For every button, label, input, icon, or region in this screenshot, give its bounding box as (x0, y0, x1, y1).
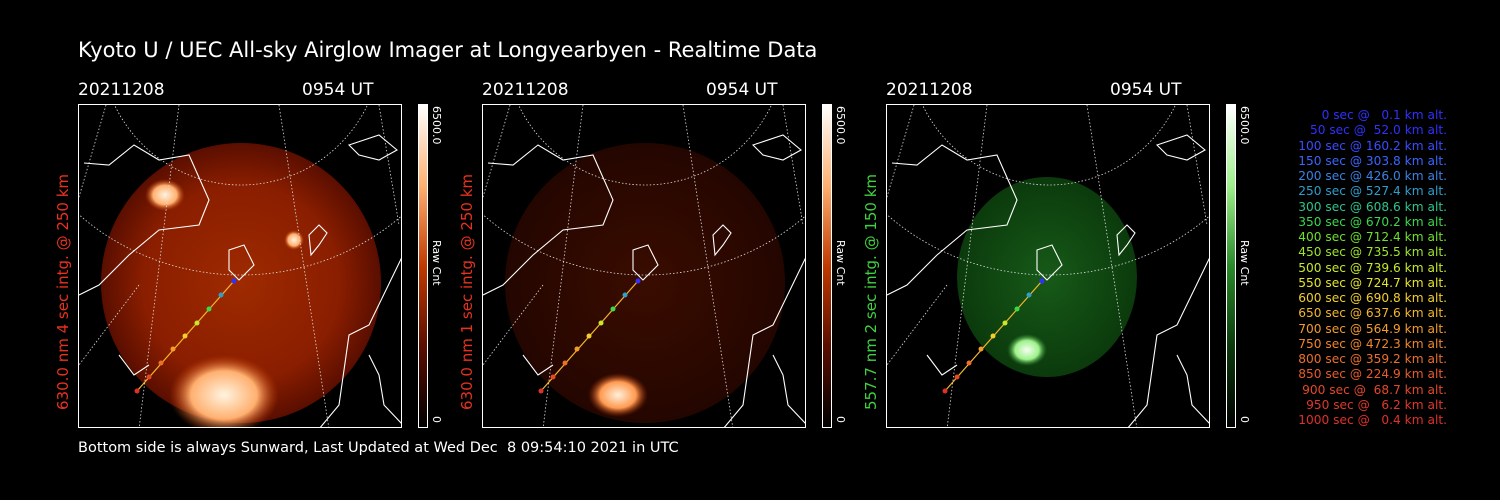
bright-patch (169, 355, 279, 427)
legend-item: 350 sec @ 670.2 km alt. (1298, 214, 1447, 229)
legend-item: 500 sec @ 739.6 km alt. (1298, 260, 1447, 275)
legend-item: 100 sec @ 160.2 km alt. (1298, 138, 1447, 153)
legend-item: 0 sec @ 0.1 km alt. (1321, 108, 1447, 122)
allsky-map-svg (887, 105, 1209, 427)
legend-item: 200 sec @ 426.0 km alt. (1298, 169, 1447, 183)
legend-item: 800 sec @ 359.2 km alt. (1298, 352, 1447, 366)
legend-item: 450 sec @ 735.5 km alt. (1298, 245, 1447, 260)
legend-item: 400 sec @ 712.4 km alt. (1298, 230, 1447, 244)
colorbar-min: 0 (430, 416, 443, 423)
legend-item: 1000 sec @ 0.4 km alt. (1298, 413, 1447, 427)
legend-item: 950 sec @ 6.2 km alt. (1306, 397, 1447, 412)
bright-patch (588, 373, 648, 417)
allsky-image (886, 104, 1210, 428)
legend-item: 900 sec @ 68.7 km alt. (1302, 382, 1447, 397)
bright-patch (145, 179, 185, 211)
panel-time: 0954 UT (1110, 80, 1182, 100)
colorbar (822, 104, 832, 428)
panel-time: 0954 UT (302, 80, 374, 100)
allsky-map-svg (79, 105, 401, 427)
altitude-legend: 0 sec @ 0.1 km alt. 50 sec @ 52.0 km alt… (1262, 108, 1447, 428)
allsky-image (482, 104, 806, 428)
panel-side-label: 630.0 nm 1 sec intg. @ 250 km (458, 173, 476, 410)
legend-item: 250 sec @ 527.4 km alt. (1298, 184, 1447, 199)
colorbar-max: 6500.0 (834, 106, 847, 145)
panel-side-label: 630.0 nm 4 sec intg. @ 250 km (54, 173, 72, 410)
colorbar-max: 6500.0 (430, 106, 443, 145)
bright-patch (1007, 334, 1047, 366)
allsky-map-svg (483, 105, 805, 427)
colorbar-min: 0 (834, 416, 847, 423)
bright-patch (284, 230, 304, 250)
colorbar-label: Raw Cnt (1238, 240, 1251, 286)
panel-time: 0954 UT (706, 80, 778, 100)
allsky-image (78, 104, 402, 428)
panel-date: 20211208 (482, 80, 569, 100)
colorbar (1226, 104, 1236, 428)
legend-item: 750 sec @ 472.3 km alt. (1298, 336, 1447, 351)
airglow-disk (505, 143, 785, 423)
legend-item: 850 sec @ 224.9 km alt. (1298, 367, 1447, 382)
trajectory-line (942, 278, 1045, 394)
legend-item: 650 sec @ 637.6 km alt. (1298, 306, 1447, 321)
colorbar (418, 104, 428, 428)
footer-note: Bottom side is always Sunward, Last Upda… (78, 440, 679, 456)
legend-item: 700 sec @ 564.9 km alt. (1298, 321, 1447, 336)
trajectory-line (538, 278, 641, 394)
panel-630-4sec: 20211208 0954 UT 630.0 nm 4 sec intg. @ … (54, 80, 443, 440)
legend-item: 150 sec @ 303.8 km alt. (1298, 153, 1447, 168)
legend-item: 550 sec @ 724.7 km alt. (1298, 275, 1447, 290)
colorbar-label: Raw Cnt (834, 240, 847, 286)
page-title: Kyoto U / UEC All-sky Airglow Imager at … (78, 38, 818, 62)
colorbar-max: 6500.0 (1238, 106, 1251, 145)
panel-557-2sec: 20211208 0954 UT 557.7 nm 2 sec intg. @ … (862, 80, 1251, 440)
legend-item: 600 sec @ 690.8 km alt. (1298, 291, 1447, 305)
legend-item: 50 sec @ 52.0 km alt. (1309, 123, 1447, 138)
panel-side-label: 557.7 nm 2 sec intg. @ 150 km (862, 173, 880, 410)
trajectory-line (134, 278, 237, 394)
colorbar-label: Raw Cnt (430, 240, 443, 286)
panel-630-1sec: 20211208 0954 UT 630.0 nm 1 sec intg. @ … (458, 80, 847, 440)
panel-date: 20211208 (886, 80, 973, 100)
colorbar-min: 0 (1238, 416, 1251, 423)
panel-date: 20211208 (78, 80, 165, 100)
legend-item: 300 sec @ 608.6 km alt. (1298, 199, 1447, 214)
